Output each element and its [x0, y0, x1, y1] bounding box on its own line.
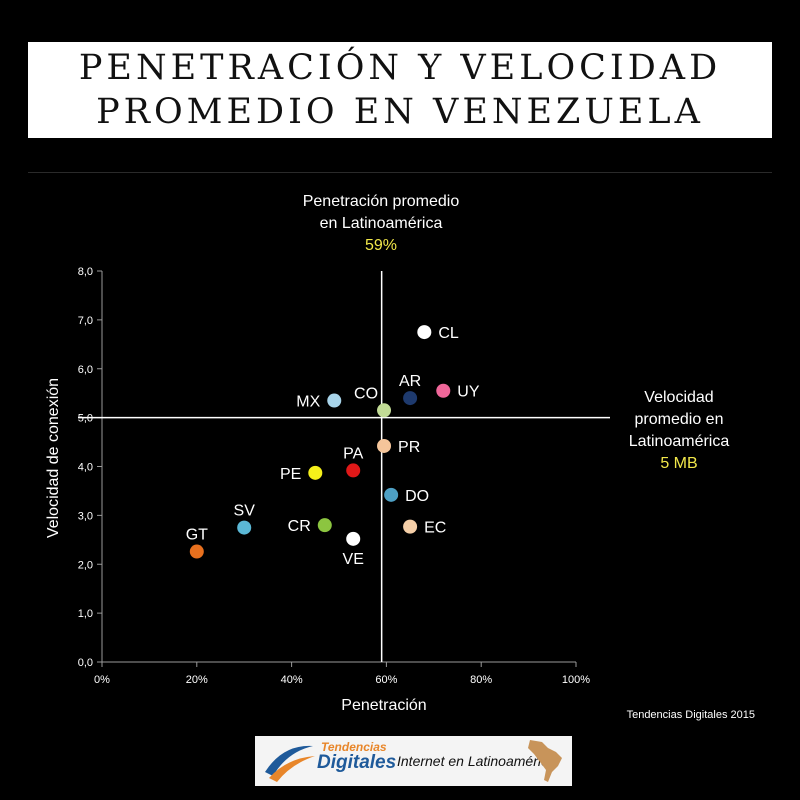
y-tick-label: 2,0 [78, 559, 93, 571]
separator [28, 172, 772, 173]
data-point-sv [237, 520, 252, 535]
x-tick-label: 100% [562, 674, 590, 686]
swoosh-logo-icon [265, 745, 315, 782]
reference-lines [78, 271, 610, 662]
y-tick-label: 5,0 [78, 413, 93, 425]
brand-top: Tendencias [321, 740, 387, 754]
point-label-do: DO [405, 488, 429, 505]
speed-annotation-line-2: promedio en [635, 411, 724, 428]
point-label-uy: UY [457, 384, 480, 401]
data-points: CL AR UY MX CO PR PA PE DO SV CR EC VE GT [186, 325, 480, 568]
point-label-ec: EC [424, 520, 446, 537]
point-label-sv: SV [234, 503, 256, 520]
title-line-1: PENETRACIÓN Y VELOCIDAD [78, 48, 722, 88]
point-label-cl: CL [438, 325, 459, 342]
data-point-gt [189, 544, 204, 559]
x-axis-label: Penetración [341, 697, 426, 714]
point-label-mx: MX [296, 394, 320, 411]
data-point-pa [346, 463, 361, 478]
title-box: PENETRACIÓN Y VELOCIDAD PROMEDIO EN VENE… [28, 42, 772, 138]
y-tick-label: 4,0 [78, 462, 93, 474]
y-tick-label: 7,0 [78, 315, 93, 327]
data-point-do [384, 487, 399, 502]
axes [101, 271, 576, 663]
data-point-uy [436, 383, 451, 398]
x-tick-label: 60% [375, 674, 397, 686]
y-axis-label: Velocidad de conexión [45, 378, 62, 538]
data-point-cr [317, 518, 332, 533]
data-point-ec [403, 519, 418, 534]
point-label-cr: CR [288, 518, 311, 535]
data-point-ar [403, 391, 418, 406]
source-credit: Tendencias Digitales 2015 [627, 709, 755, 721]
latin-america-map-icon [528, 740, 562, 782]
penetration-annotation-line-2: en Latinoamérica [320, 215, 443, 232]
x-tick-label: 0% [94, 674, 110, 686]
point-label-co: CO [354, 385, 378, 402]
y-tick-label: 3,0 [78, 510, 93, 522]
speed-annotation-value: 5 MB [660, 455, 697, 472]
penetration-annotation-line-1: Penetración promedio [303, 193, 460, 210]
x-tick-label: 20% [186, 674, 208, 686]
footer-banner: Tendencias Digitales Internet en Latinoa… [255, 736, 572, 786]
data-point-co [377, 403, 392, 418]
brand-bottom: Digitales [317, 752, 397, 773]
point-label-ar: AR [399, 373, 421, 390]
point-label-pa: PA [343, 445, 363, 462]
point-label-pr: PR [398, 439, 420, 456]
speed-annotation-line-3: Latinoamérica [629, 433, 730, 450]
x-tick-label: 40% [281, 674, 303, 686]
point-label-pe: PE [280, 466, 301, 483]
y-tick-label: 1,0 [78, 608, 93, 620]
point-label-ve: VE [343, 551, 364, 568]
scatter-chart: 0,0 1,0 2,0 3,0 4,0 5,0 6,0 7,0 8,0 0% 20% 40% 60% 80… [45, 193, 755, 721]
speed-annotation-line-1: Velocidad [644, 389, 713, 406]
y-tick-label: 0,0 [78, 657, 93, 669]
title-line-2: PROMEDIO EN VENEZUELA [96, 92, 704, 132]
data-point-ve [346, 531, 361, 546]
data-point-cl [417, 325, 432, 340]
y-tick-label: 8,0 [78, 266, 93, 278]
x-tick-label: 80% [470, 674, 492, 686]
data-point-mx [327, 393, 342, 408]
point-label-gt: GT [186, 527, 208, 544]
penetration-annotation-value: 59% [365, 237, 397, 254]
y-tick-label: 6,0 [78, 364, 93, 376]
data-point-pe [308, 465, 323, 480]
data-point-pr [377, 438, 392, 453]
ticks: 0,0 1,0 2,0 3,0 4,0 5,0 6,0 7,0 8,0 0% 20% 40% 60% 80… [78, 266, 591, 686]
banner-tagline: Internet en Latinoamérica [397, 753, 556, 769]
